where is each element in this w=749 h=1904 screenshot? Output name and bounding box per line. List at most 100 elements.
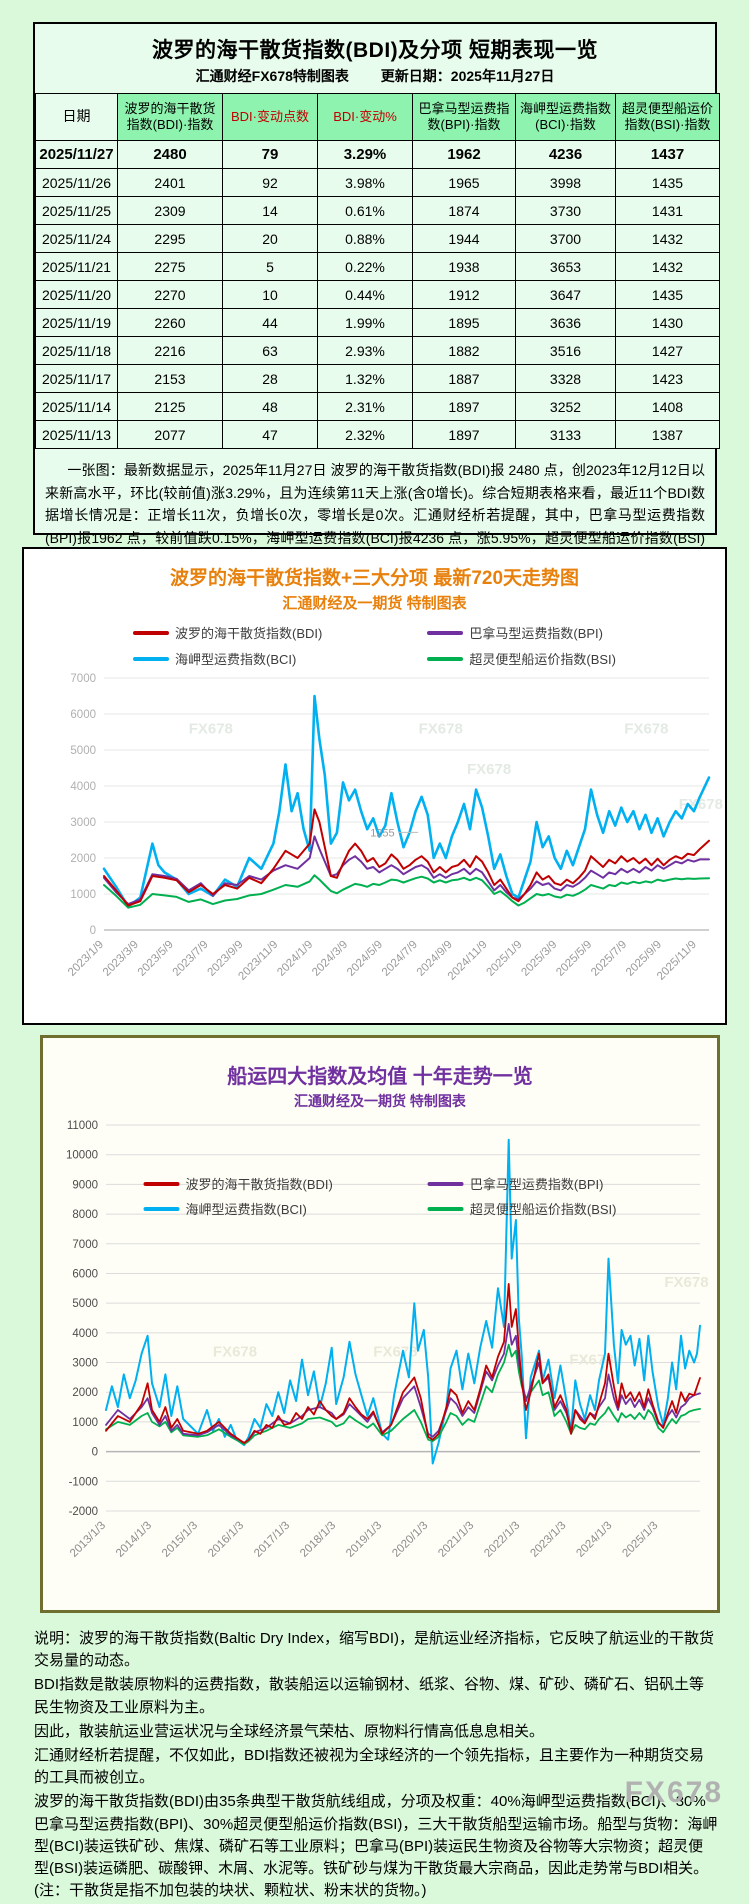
legend-swatch <box>427 1206 464 1211</box>
x-tick-label: 2024/7/9 <box>380 939 420 979</box>
x-tick-label: 2018/1/3 <box>298 1520 338 1560</box>
report-subtitle: 汇通财经FX678特制图表 更新日期：2025年11月27日 <box>35 66 715 86</box>
value-cell: 79 <box>222 140 318 169</box>
y-tick-label: 5000 <box>72 1298 98 1310</box>
value-cell: 3653 <box>515 252 616 281</box>
table-row: 2025/11/17 2153 28 1.32% 1887 3328 1423 <box>35 364 720 393</box>
value-cell: 1912 <box>412 280 516 309</box>
x-tick-label: 2023/3/9 <box>101 939 141 979</box>
watermark-text: FX678 <box>679 796 723 813</box>
header-bdi-change-pct: BDI·变动% <box>317 93 413 141</box>
value-cell: 2275 <box>117 252 223 281</box>
legend-swatch <box>427 656 464 661</box>
header-bci-index: 海岬型运费指数(BCI)·指数 <box>515 93 616 141</box>
watermark-text: FX678 <box>213 1344 257 1361</box>
x-tick-label: 2024/5/9 <box>345 939 385 979</box>
value-cell: 2401 <box>117 168 223 197</box>
value-cell: 1897 <box>412 392 516 421</box>
x-tick-label: 2016/1/3 <box>206 1520 246 1560</box>
chart-annotation: 1255 <box>370 827 394 839</box>
value-cell: 2077 <box>117 420 223 449</box>
y-tick-label: 4000 <box>70 781 96 793</box>
header-bsi-index: 超灵便型船运价指数(BSI)·指数 <box>615 93 720 141</box>
report-update-date: 更新日期：2025年11月27日 <box>380 68 555 84</box>
value-cell: 2.31% <box>317 392 413 421</box>
series-line <box>103 808 710 907</box>
legend-item: 超灵便型船运价指数(BSI) <box>427 1199 617 1218</box>
value-cell: 1895 <box>412 308 516 337</box>
legend-label: 海岬型运费指数(BCI) <box>175 652 297 667</box>
legend-item: 波罗的海干散货指数(BDI) <box>143 1174 333 1193</box>
table-row: 2025/11/24 2295 20 0.88% 1944 3700 1432 <box>35 224 720 253</box>
header-date: 日期 <box>35 93 118 141</box>
y-tick-label: 1000 <box>70 889 96 901</box>
legend-label: 超灵便型船运价指数(BSI) <box>469 1202 617 1217</box>
value-cell: 3700 <box>515 224 616 253</box>
value-cell: 3516 <box>515 336 616 365</box>
chart-720-title: 波罗的海干散货指数+三大分项 最新720天走势图 <box>169 568 580 589</box>
legend-label: 巴拿马型运费指数(BPI) <box>469 1177 604 1192</box>
value-cell: 1387 <box>615 420 720 449</box>
legend-item: 巴拿马型运费指数(BPI) <box>427 1174 617 1193</box>
legend-item: 海岬型运费指数(BCI) <box>143 1199 333 1218</box>
x-tick-label: 2024/3/9 <box>310 939 350 979</box>
date-cell: 2025/11/17 <box>35 364 118 393</box>
legend-swatch <box>143 1206 180 1211</box>
legend-swatch <box>143 1181 180 1186</box>
chart-720-canvas: 0 1000 2000 3000 4000 5000 6000 7000 FX678 FX678 F… <box>66 673 723 983</box>
chart-10y-legend: 波罗的海干散货指数(BDI) 巴拿马型运费指数(BPI) 海岬型运费指数(BCI) 超… <box>143 1174 617 1218</box>
x-tick-label: 2014/1/3 <box>114 1520 154 1560</box>
note-paragraph: 波罗的海干散货指数(BDI)由35条典型干散货航线组成，分项及权重：40%海岬型… <box>34 1793 718 1900</box>
watermark-text: FX678 <box>189 720 233 737</box>
table-row: 2025/11/13 2077 47 2.32% 1897 3133 1387 <box>35 420 720 449</box>
date-cell: 2025/11/20 <box>35 280 118 309</box>
series-line <box>105 1282 701 1444</box>
value-cell: 2309 <box>117 196 223 225</box>
table-row: 2025/11/26 2401 92 3.98% 1965 3998 1435 <box>35 168 720 197</box>
value-cell: 2153 <box>117 364 223 393</box>
y-tick-label: 3000 <box>72 1358 98 1370</box>
date-cell: 2025/11/27 <box>35 140 118 169</box>
report-title: 波罗的海干散货指数(BDI)及分项 短期表现一览 <box>152 39 598 62</box>
value-cell: 1423 <box>615 364 720 393</box>
value-cell: 48 <box>222 392 318 421</box>
value-cell: 1430 <box>615 308 720 337</box>
value-cell: 3730 <box>515 196 616 225</box>
value-cell: 1.32% <box>317 364 413 393</box>
value-cell: 1897 <box>412 420 516 449</box>
x-tick-label: 2020/1/3 <box>390 1520 430 1560</box>
value-cell: 1432 <box>615 224 720 253</box>
x-tick-label: 2024/1/9 <box>275 939 315 979</box>
date-cell: 2025/11/18 <box>35 336 118 365</box>
legend-item: 超灵便型船运价指数(BSI) <box>427 649 616 668</box>
value-cell: 2295 <box>117 224 223 253</box>
value-cell: 1431 <box>615 196 720 225</box>
value-cell: 1965 <box>412 168 516 197</box>
date-cell: 2025/11/24 <box>35 224 118 253</box>
value-cell: 3.98% <box>317 168 413 197</box>
y-tick-label: 3000 <box>70 817 96 829</box>
table-row: 2025/11/21 2275 5 0.22% 1938 3653 1432 <box>35 252 720 281</box>
watermark-text: FX678 <box>467 761 511 778</box>
chart-10y-canvas: -2000 -1000 0 1000 2000 3000 4000 5000 6000 7000 8… <box>66 1120 709 1560</box>
value-cell: 3133 <box>515 420 616 449</box>
note-paragraph: 汇通财经析若提醒，不仅如此，BDI指数还被视为全球经济的一个领先指标，且主要作为… <box>34 1746 705 1787</box>
value-cell: 1.99% <box>317 308 413 337</box>
value-cell: 2260 <box>117 308 223 337</box>
series-line <box>103 874 710 909</box>
x-tick-label: 2023/1/9 <box>66 939 106 979</box>
chart-10y-title: 船运四大指数及均值 十年走势一览 <box>227 1066 533 1088</box>
note-paragraph: BDI指数是散装原物料的运费指数，散装船运以运输钢材、纸浆、谷物、煤、矿砂、磷矿… <box>34 1676 705 1716</box>
legend-swatch <box>133 656 170 661</box>
y-tick-label: 2000 <box>72 1387 98 1399</box>
value-cell: 0.61% <box>317 196 413 225</box>
date-cell: 2025/11/19 <box>35 308 118 337</box>
value-cell: 63 <box>222 336 318 365</box>
legend-label: 海岬型运费指数(BCI) <box>185 1202 307 1217</box>
value-cell: 3998 <box>515 168 616 197</box>
bdi-table: 日期 波罗的海干散货指数(BDI)·指数 BDI·变动点数 BDI·变动% 巴拿… <box>35 93 720 449</box>
legend-label: 超灵便型船运价指数(BSI) <box>469 652 616 667</box>
value-cell: 1882 <box>412 336 516 365</box>
value-cell: 5 <box>222 252 318 281</box>
value-cell: 1938 <box>412 252 516 281</box>
